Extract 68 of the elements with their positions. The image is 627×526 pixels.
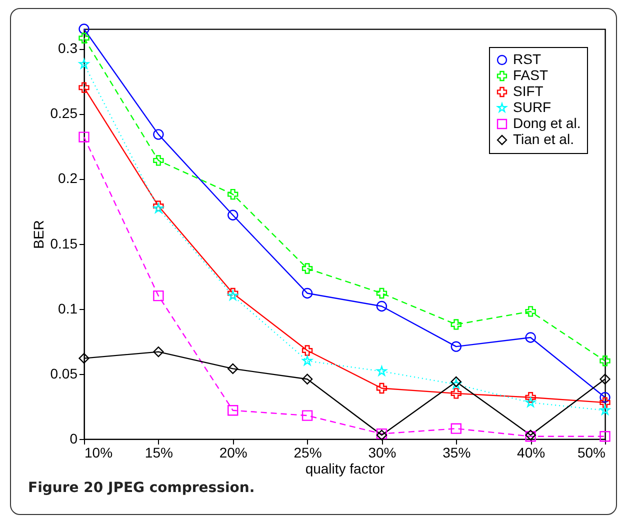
x-tick-label: 40% <box>517 444 546 460</box>
point <box>600 356 610 366</box>
point <box>153 129 164 140</box>
legend-label: RST <box>513 51 542 67</box>
point <box>302 288 313 299</box>
point <box>450 388 462 399</box>
x-tick-label: 35% <box>442 444 471 460</box>
point <box>600 374 610 384</box>
y-axis-title: BER <box>30 220 46 249</box>
point <box>228 188 238 200</box>
point <box>525 332 536 343</box>
point <box>78 24 90 34</box>
point <box>376 366 387 376</box>
point <box>153 290 164 302</box>
y-tick-label: 0.2 <box>58 170 78 186</box>
legend-label: SIFT <box>513 83 544 99</box>
caption: Figure 20 JPEG compression. <box>28 480 255 496</box>
point <box>302 263 313 274</box>
point <box>600 392 610 403</box>
point <box>228 210 238 220</box>
point <box>228 363 238 374</box>
point <box>302 374 313 384</box>
point <box>302 345 313 356</box>
point <box>525 397 536 407</box>
point <box>600 405 610 415</box>
point <box>153 200 164 212</box>
point <box>153 203 164 214</box>
x-tick-label: 25% <box>294 444 322 460</box>
x-tick-label: 10% <box>84 444 113 460</box>
point <box>600 431 610 442</box>
y-tick-label: 0.15 <box>50 235 78 252</box>
point <box>450 376 462 388</box>
y-tick-label: 0.3 <box>58 40 78 56</box>
point <box>78 82 90 93</box>
y-tick-label: 0.25 <box>50 105 78 122</box>
point <box>228 405 238 416</box>
point <box>376 288 388 299</box>
point <box>302 356 312 366</box>
point <box>600 397 610 408</box>
point <box>450 423 462 434</box>
point <box>525 392 536 403</box>
legend-label: SURF <box>513 99 552 115</box>
point <box>525 306 536 317</box>
point <box>153 346 164 358</box>
point <box>228 290 238 300</box>
legend-label: FAST <box>513 67 548 83</box>
point <box>450 341 462 352</box>
y-tick-label: 0.05 <box>50 365 78 382</box>
point <box>228 288 238 299</box>
point <box>78 132 90 142</box>
point <box>153 155 164 166</box>
point <box>78 32 90 44</box>
y-tick-label: 0.1 <box>58 300 78 316</box>
point <box>78 352 90 364</box>
x-tick-label: 15% <box>144 444 173 460</box>
x-axis-title: quality factor <box>305 460 386 476</box>
legend-label: Dong et al. <box>513 115 581 131</box>
legend-label: Tian et al. <box>513 131 574 147</box>
y-tick-label: 0 <box>70 430 78 446</box>
point <box>450 319 462 330</box>
x-tick-label: 50% <box>577 444 606 460</box>
point <box>78 58 90 69</box>
point <box>376 382 388 394</box>
x-tick-label: 20% <box>219 444 248 460</box>
x-tick-label: 30% <box>368 444 396 460</box>
point <box>302 410 313 421</box>
point <box>451 378 462 389</box>
point <box>376 300 388 312</box>
